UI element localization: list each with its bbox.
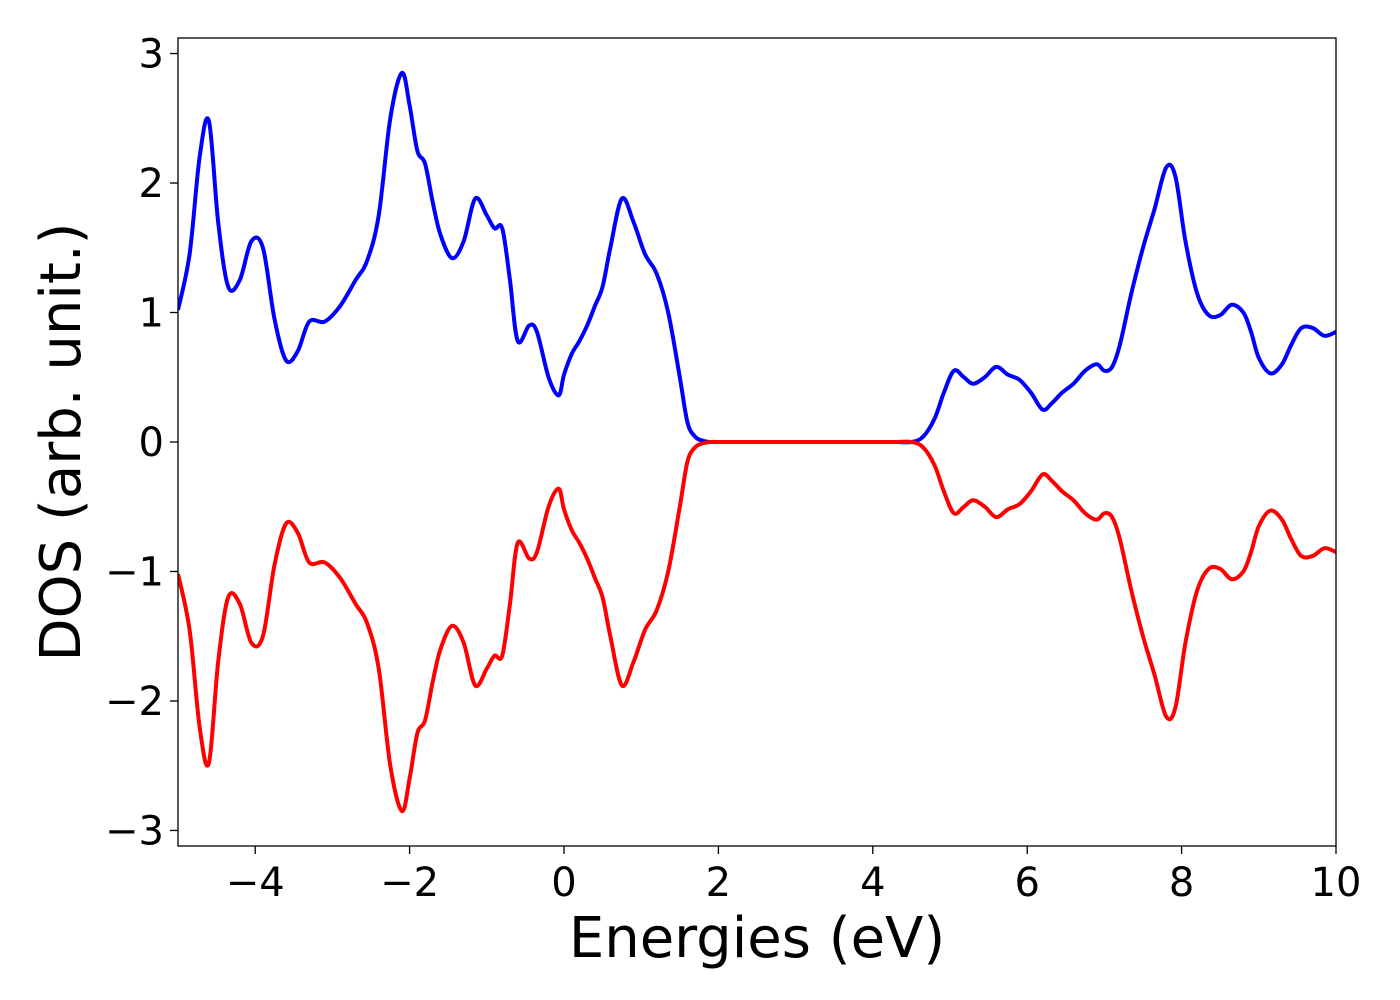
- x-axis-label: Energies (eV): [569, 906, 945, 971]
- y-tick-label: 3: [139, 32, 164, 78]
- y-tick-label: 0: [139, 420, 164, 466]
- x-tick-label: 2: [706, 860, 731, 906]
- x-tick-label: −2: [380, 860, 439, 906]
- x-tick-label: 4: [860, 860, 885, 906]
- x-tick-label: 6: [1014, 860, 1039, 906]
- y-tick-label: −3: [105, 808, 164, 854]
- x-tick-label: 10: [1311, 860, 1362, 906]
- x-tick-label: 8: [1169, 860, 1194, 906]
- series-line-1: [178, 439, 1336, 814]
- x-tick-label: −4: [226, 860, 285, 906]
- y-axis-ticks: −3 −2 −1 0 1 2 3: [105, 32, 178, 854]
- series-layer: [178, 70, 1336, 814]
- y-tick-label: 1: [139, 291, 164, 337]
- x-axis-ticks: −4 −2 0 2 4 6 8 10: [226, 846, 1362, 906]
- y-axis-label: DOS (arb. unit.): [29, 222, 94, 661]
- y-tick-label: 2: [139, 161, 164, 207]
- x-tick-label: 0: [551, 860, 576, 906]
- y-tick-label: −1: [105, 549, 164, 595]
- y-tick-label: −2: [105, 679, 164, 725]
